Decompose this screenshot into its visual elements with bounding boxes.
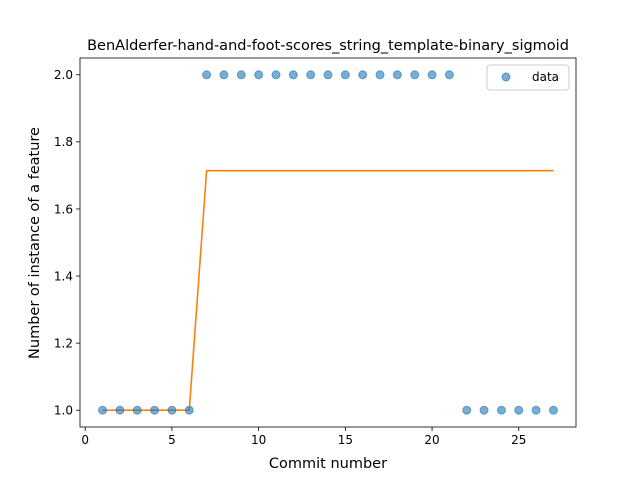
x-tick-label: 20 xyxy=(424,433,439,447)
data-point xyxy=(150,405,160,415)
fit-line xyxy=(102,169,554,412)
plot-area: 0 5 10 15 20 25 1.0 1.2 1.4 1.6 1.8 2.0 data xyxy=(54,57,577,447)
x-tick-label: 10 xyxy=(251,433,266,447)
data-point xyxy=(392,70,402,80)
data-point xyxy=(254,70,264,80)
data-point xyxy=(531,405,541,415)
data-point xyxy=(358,70,368,80)
data-point xyxy=(202,70,212,80)
data-point xyxy=(410,70,420,80)
legend-marker xyxy=(501,72,511,82)
plot-frame xyxy=(79,57,577,428)
data-point xyxy=(184,405,194,415)
data-point xyxy=(548,405,558,415)
x-tick-label: 25 xyxy=(511,433,526,447)
data-point xyxy=(288,70,298,80)
data-point xyxy=(427,70,437,80)
data-point xyxy=(236,70,246,80)
x-tick-label: 15 xyxy=(338,433,353,447)
x-tick-label: 0 xyxy=(81,433,89,447)
data-point xyxy=(375,70,385,80)
legend: data xyxy=(486,64,570,91)
data-point xyxy=(323,70,333,80)
data-point xyxy=(514,405,524,415)
chart-title: BenAlderfer-hand-and-foot-scores_string_… xyxy=(87,38,569,54)
data-point xyxy=(219,70,229,80)
data-point xyxy=(306,70,316,80)
y-tick-label: 1.6 xyxy=(54,202,73,216)
data-point xyxy=(115,405,125,415)
x-tick-label: 5 xyxy=(168,433,176,447)
y-tick-label: 1.0 xyxy=(54,404,73,418)
data-point xyxy=(444,70,454,80)
y-axis-label: Number of instance of a feature xyxy=(27,127,43,359)
data-point xyxy=(479,405,489,415)
data-point xyxy=(340,70,350,80)
data-point xyxy=(167,405,177,415)
y-tick-label: 1.8 xyxy=(54,135,73,149)
data-point xyxy=(132,405,142,415)
data-point xyxy=(462,405,472,415)
legend-label: data xyxy=(532,70,559,84)
y-tick-label: 1.2 xyxy=(54,336,73,350)
data-point xyxy=(496,405,506,415)
data-point xyxy=(98,405,108,415)
y-tick-label: 1.4 xyxy=(54,269,73,283)
y-tick-label: 2.0 xyxy=(54,68,73,82)
data-point xyxy=(271,70,281,80)
legend-box xyxy=(486,64,570,91)
x-axis-label: Commit number xyxy=(269,456,387,472)
